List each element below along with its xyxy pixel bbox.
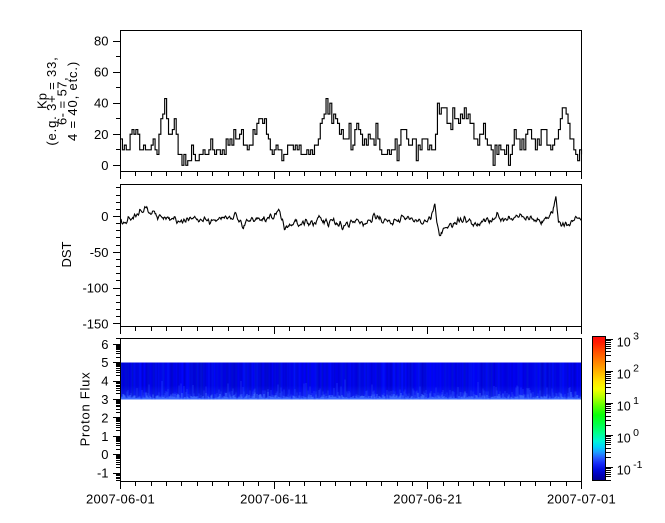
svg-text:2007-06-01: 2007-06-01 — [86, 492, 155, 507]
svg-text:DST: DST — [59, 241, 74, 267]
svg-text:Proton Flux: Proton Flux — [78, 372, 93, 447]
svg-text:6: 6 — [101, 337, 108, 352]
svg-text:6- = 57,: 6- = 57, — [55, 77, 70, 125]
svg-text:3: 3 — [101, 392, 108, 407]
svg-text:2007-06-21: 2007-06-21 — [393, 492, 462, 507]
svg-text:60: 60 — [94, 65, 108, 80]
svg-text:10: 10 — [617, 432, 631, 446]
svg-text:Kp: Kp — [35, 93, 50, 109]
svg-text:2: 2 — [633, 363, 639, 375]
svg-text:0: 0 — [633, 427, 639, 439]
svg-text:2: 2 — [101, 410, 108, 425]
svg-text:-1: -1 — [633, 459, 642, 471]
svg-text:1: 1 — [633, 395, 639, 407]
svg-text:-50: -50 — [90, 245, 109, 260]
svg-text:10: 10 — [617, 399, 631, 413]
svg-text:(e.g. 3+ = 33,: (e.g. 3+ = 33, — [44, 56, 59, 145]
svg-text:40: 40 — [94, 96, 108, 111]
svg-text:10: 10 — [617, 335, 631, 349]
svg-text:0: 0 — [101, 158, 108, 173]
svg-text:-1: -1 — [97, 466, 109, 481]
svg-text:2007-06-11: 2007-06-11 — [240, 492, 308, 507]
svg-text:80: 80 — [94, 34, 108, 49]
svg-text:10: 10 — [617, 464, 631, 478]
svg-text:3: 3 — [633, 331, 639, 343]
svg-text:-100: -100 — [82, 281, 108, 296]
svg-text:20: 20 — [94, 127, 108, 142]
svg-text:10: 10 — [617, 367, 631, 381]
svg-text:0: 0 — [101, 447, 108, 462]
svg-text:4 = 40, etc.): 4 = 40, etc.) — [65, 61, 80, 141]
svg-text:1: 1 — [101, 429, 108, 444]
svg-text:4: 4 — [101, 374, 108, 389]
svg-text:5: 5 — [101, 355, 108, 370]
svg-text:-150: -150 — [82, 316, 108, 331]
svg-text:2007-07-01: 2007-07-01 — [547, 492, 616, 507]
svg-text:0: 0 — [101, 209, 108, 224]
